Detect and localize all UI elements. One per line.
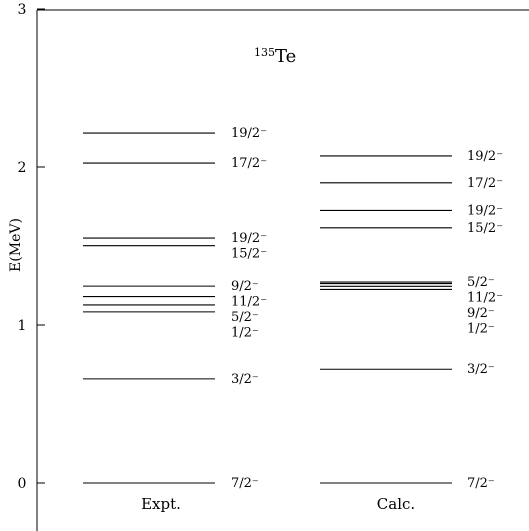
y-axis-label: E(MeV) [8,218,24,272]
axes [36,9,529,531]
spin-label: 11/2⁻ [231,295,267,310]
spin-labels: 19/2⁻17/2⁻19/2⁻15/2⁻9/2⁻11/2⁻5/2⁻1/2⁻3/2… [231,126,503,491]
column-label: Calc. [377,495,415,513]
spin-label: 1/2⁻ [231,326,259,341]
spin-label: 15/2⁻ [467,221,503,236]
y-tick-label: 1 [18,318,27,334]
chart-title: 135Te [254,46,296,68]
spin-label: 9/2⁻ [231,279,259,294]
spin-label: 11/2⁻ [467,291,503,306]
spin-label: 5/2⁻ [467,275,495,290]
spin-label: 19/2⁻ [467,203,503,218]
y-tick-label: 2 [18,160,27,176]
spin-label: 19/2⁻ [231,126,267,141]
spin-label: 7/2⁻ [467,476,495,491]
spin-label: 5/2⁻ [231,310,259,325]
spin-label: 15/2⁻ [231,247,267,262]
spin-label: 3/2⁻ [467,362,495,377]
spin-label: 19/2⁻ [231,231,267,246]
y-ticks: 0 1 2 3 [18,2,45,492]
energy-levels [83,132,452,484]
spin-label: 9/2⁻ [467,306,495,321]
y-tick-label: 3 [18,2,27,18]
spin-label: 19/2⁻ [467,149,503,164]
spin-label: 1/2⁻ [467,322,495,337]
spin-label: 17/2⁻ [231,156,267,171]
spin-label: 17/2⁻ [467,176,503,191]
column-labels: Expt. Calc. [141,495,415,513]
title-mass-number: 135 [254,46,275,59]
spin-label: 7/2⁻ [231,476,259,491]
column-label: Expt. [141,495,181,513]
spin-label: 3/2⁻ [231,372,259,387]
y-tick-label: 0 [18,476,27,492]
title-element: Te [275,46,296,67]
